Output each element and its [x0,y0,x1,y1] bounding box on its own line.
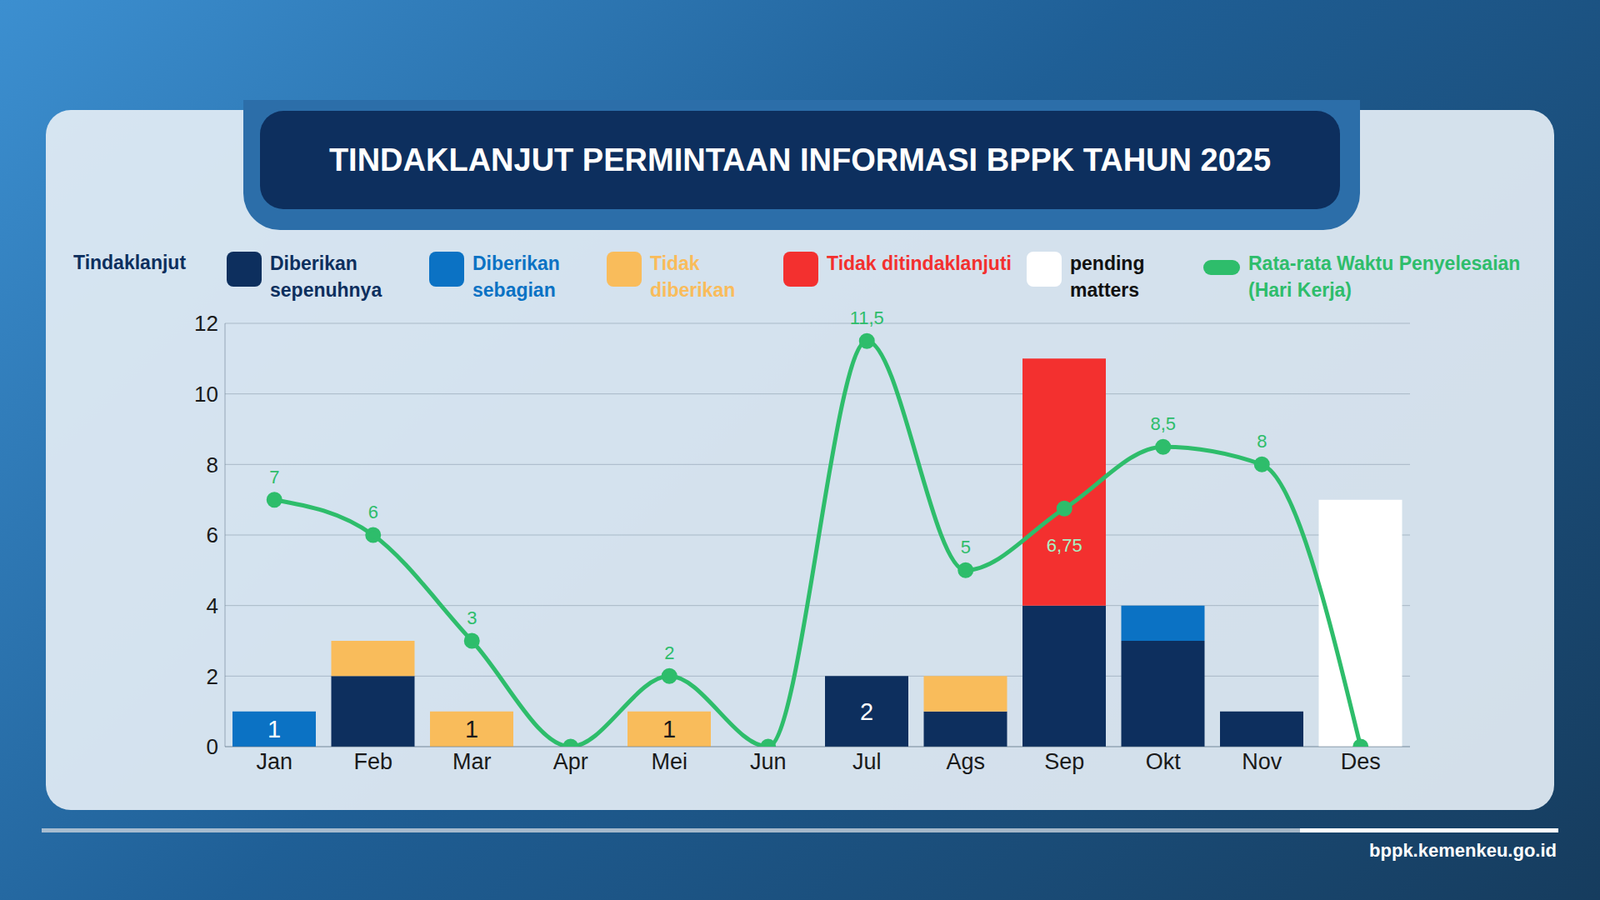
svg-text:Jul: Jul [852,749,882,775]
html-text:Diberikan sepenuhnya: Diberikan sepenuhnya [270,252,382,301]
svg-text:8: 8 [1256,430,1267,452]
svg-text:8,5: 8,5 [1150,413,1176,435]
html-text:Tidak diberikan: Tidak diberikan [650,252,736,301]
svg-text:Okt: Okt [1145,749,1182,775]
svg-text:10: 10 [194,381,219,407]
html-text:TINDAKLANJUT PERMINTAAN INFORM: TINDAKLANJUT PERMINTAAN INFORMASI BPPK T… [329,142,1271,178]
svg-text:Jan: Jan [255,749,293,775]
svg-text:Mar: Mar [452,749,492,775]
svg-text:2: 2 [206,664,219,690]
html-text:Diberikan sebagian: Diberikan sebagian [472,252,560,301]
svg-text:Nov: Nov [1241,749,1283,775]
html-text:bppk.kemenkeu.go.id: bppk.kemenkeu.go.id [1369,840,1557,861]
svg-text:1: 1 [465,715,479,743]
svg-text:2: 2 [860,698,874,725]
svg-text:7: 7 [269,466,280,488]
svg-text:3: 3 [466,607,477,629]
svg-text:1: 1 [662,715,676,743]
svg-text:Mei: Mei [650,749,688,775]
svg-text:Des: Des [1340,749,1381,775]
html-text:Rata-rata Waktu Penyelesaian (: Rata-rata Waktu Penyelesaian (Hari Kerja… [1248,252,1521,301]
svg-text:6: 6 [206,522,219,548]
svg-text:Feb: Feb [353,749,393,775]
html-text:Tidak ditindaklanjuti: Tidak ditindaklanjuti [826,252,1012,275]
svg-text:4: 4 [206,593,219,619]
svg-text:1: 1 [267,715,281,743]
svg-text:Sep: Sep [1044,749,1085,775]
svg-text:5: 5 [960,536,971,558]
svg-text:Jun: Jun [750,749,787,775]
svg-text:0: 0 [206,734,219,760]
svg-text:6,75: 6,75 [1046,535,1083,556]
html-text:pending matters: pending matters [1070,252,1145,301]
svg-text:2: 2 [664,642,675,664]
svg-text:11,5: 11,5 [850,307,885,329]
svg-text:Ags: Ags [945,749,985,775]
svg-text:6: 6 [368,501,379,523]
html-text:Tindaklanjut: Tindaklanjut [73,251,186,274]
svg-text:12: 12 [194,310,219,336]
svg-text:Apr: Apr [553,749,589,775]
svg-text:8: 8 [206,452,219,478]
